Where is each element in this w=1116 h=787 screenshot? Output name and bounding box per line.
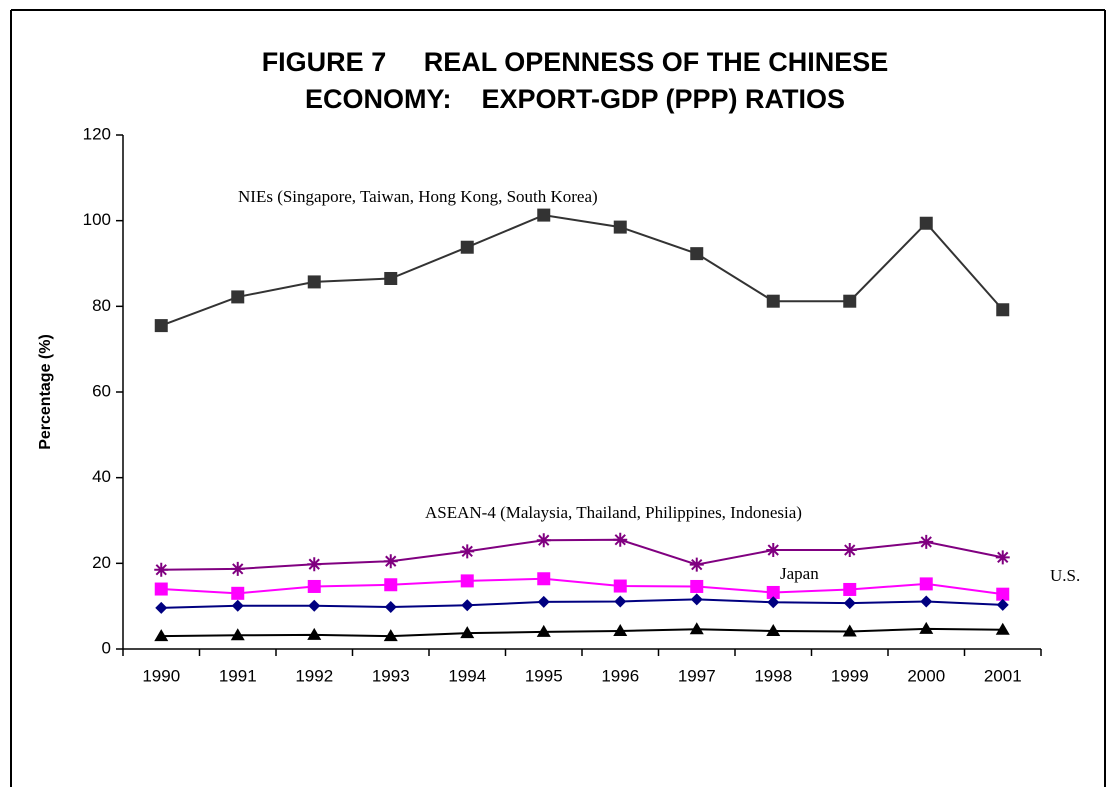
marker bbox=[154, 562, 169, 577]
marker bbox=[766, 624, 781, 637]
marker bbox=[154, 319, 168, 333]
marker bbox=[766, 585, 780, 599]
y-axis-label: Percentage (%) bbox=[37, 334, 54, 450]
marker bbox=[614, 595, 627, 608]
x-tick-label: 1992 bbox=[295, 666, 333, 685]
marker bbox=[230, 561, 245, 576]
marker bbox=[307, 275, 321, 289]
series-line bbox=[161, 538, 1003, 571]
marker bbox=[690, 247, 704, 261]
marker bbox=[919, 577, 933, 591]
marker bbox=[384, 271, 398, 285]
marker bbox=[690, 593, 703, 606]
y-tick-label: 20 bbox=[92, 553, 111, 572]
x-tick-label: 1993 bbox=[372, 666, 410, 685]
marker bbox=[537, 208, 551, 222]
y-tick-label: 120 bbox=[83, 124, 111, 143]
marker bbox=[689, 622, 704, 635]
x-tick-label: 1995 bbox=[525, 666, 563, 685]
x-tick-label: 2001 bbox=[984, 666, 1022, 685]
marker bbox=[537, 595, 550, 608]
marker bbox=[383, 629, 398, 642]
y-tick-label: 60 bbox=[92, 381, 111, 400]
marker bbox=[230, 628, 245, 641]
x-tick-label: 1991 bbox=[219, 666, 257, 685]
marker bbox=[537, 572, 551, 586]
marker bbox=[842, 543, 857, 558]
marker bbox=[689, 557, 704, 572]
marker bbox=[460, 626, 475, 639]
marker bbox=[460, 574, 474, 588]
marker bbox=[996, 598, 1009, 611]
y-tick-label: 100 bbox=[83, 210, 111, 229]
x-tick-label: 1997 bbox=[678, 666, 716, 685]
marker bbox=[231, 290, 245, 304]
marker bbox=[461, 599, 474, 612]
marker bbox=[995, 622, 1010, 635]
chart-title: FIGURE 7 REAL OPENNESS OF THE CHINESE bbox=[262, 47, 889, 77]
marker bbox=[920, 595, 933, 608]
marker bbox=[919, 216, 933, 230]
x-tick-label: 1996 bbox=[601, 666, 639, 685]
marker bbox=[231, 586, 245, 600]
marker bbox=[307, 557, 322, 572]
marker bbox=[613, 220, 627, 234]
annotation: NIEs (Singapore, Taiwan, Hong Kong, Sout… bbox=[238, 187, 598, 206]
annotation: ASEAN-4 (Malaysia, Thailand, Philippines… bbox=[425, 503, 802, 522]
annotation: U.S. bbox=[1050, 566, 1080, 585]
marker bbox=[766, 543, 781, 558]
marker bbox=[383, 554, 398, 569]
marker bbox=[766, 294, 780, 308]
x-tick-label: 1994 bbox=[448, 666, 486, 685]
marker bbox=[919, 621, 934, 634]
marker bbox=[613, 624, 628, 637]
marker bbox=[919, 534, 934, 549]
marker bbox=[843, 597, 856, 610]
y-tick-label: 80 bbox=[92, 296, 111, 315]
marker bbox=[460, 544, 475, 559]
marker bbox=[154, 582, 168, 596]
marker bbox=[384, 601, 397, 614]
x-tick-label: 1999 bbox=[831, 666, 869, 685]
marker bbox=[690, 579, 704, 593]
marker bbox=[308, 599, 321, 612]
marker bbox=[384, 578, 398, 592]
annotation: Japan bbox=[780, 564, 819, 583]
marker bbox=[154, 629, 169, 642]
marker bbox=[307, 627, 322, 640]
marker bbox=[231, 599, 244, 612]
series-line bbox=[161, 577, 1003, 596]
marker bbox=[460, 240, 474, 254]
x-tick-label: 2000 bbox=[907, 666, 945, 685]
marker bbox=[536, 533, 551, 548]
x-tick-label: 1998 bbox=[754, 666, 792, 685]
marker bbox=[996, 303, 1010, 317]
marker bbox=[995, 550, 1010, 565]
marker bbox=[842, 624, 857, 637]
marker bbox=[155, 601, 168, 614]
marker bbox=[613, 579, 627, 593]
marker bbox=[843, 582, 857, 596]
marker bbox=[767, 596, 780, 609]
y-tick-label: 0 bbox=[102, 638, 111, 657]
series-line bbox=[161, 627, 1003, 638]
y-tick-label: 40 bbox=[92, 467, 111, 486]
x-tick-label: 1990 bbox=[142, 666, 180, 685]
marker bbox=[613, 532, 628, 547]
series-line bbox=[160, 214, 1004, 327]
chart-title: ECONOMY: EXPORT-GDP (PPP) RATIOS bbox=[305, 84, 845, 114]
marker bbox=[996, 587, 1010, 601]
marker bbox=[536, 624, 551, 637]
marker bbox=[307, 579, 321, 593]
series-line bbox=[161, 598, 1003, 609]
marker bbox=[843, 294, 857, 308]
